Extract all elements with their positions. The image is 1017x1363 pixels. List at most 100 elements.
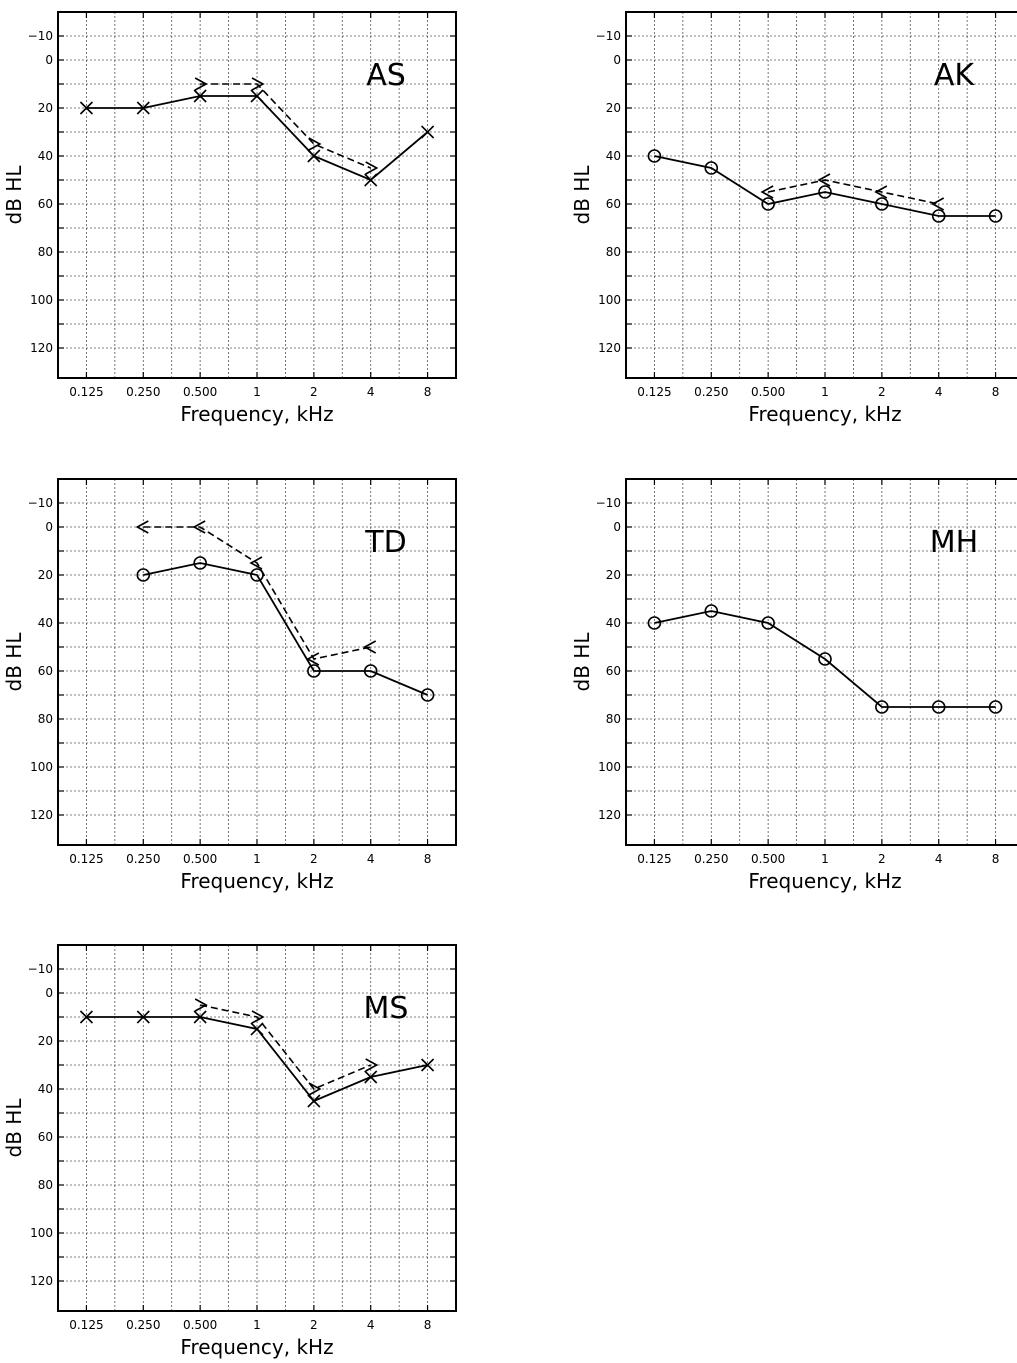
y-tick-label: 120 <box>30 341 53 355</box>
x-tick-label: 4 <box>367 385 375 399</box>
air-conduction-line <box>654 155 996 217</box>
y-axis-title: dB HL <box>2 632 26 692</box>
x-tick-label: 2 <box>878 385 886 399</box>
x-tick-label: 0.500 <box>183 385 217 399</box>
data-point-x <box>364 173 378 187</box>
x-tick-label: 2 <box>310 852 318 866</box>
data-point-right-bracket <box>194 998 208 1012</box>
x-tick-label: 0.125 <box>637 852 671 866</box>
y-tick-label: 0 <box>45 520 53 534</box>
y-tick-label: 0 <box>613 53 621 67</box>
x-tick-label: 4 <box>935 852 943 866</box>
x-tick-label: 8 <box>424 1318 432 1332</box>
chart-panel-0: −10 0 20 40 60 80 100 120 0.125 0.250 0.500 1 2 4 8 Fre… <box>2 11 457 426</box>
chart-panel-1: −10 0 20 40 60 80 100 120 0.125 0.250 0.500 1 2 4 8 Fre… <box>570 11 1017 426</box>
bone-conduction-line <box>199 1004 372 1090</box>
x-tick-label: 1 <box>253 385 261 399</box>
data-point-right-bracket <box>194 77 208 91</box>
data-point-right-bracket <box>308 137 322 151</box>
y-tick-label: 80 <box>38 1178 53 1192</box>
data-point-x <box>136 101 150 115</box>
data-point-right-bracket <box>365 1058 379 1072</box>
x-tick-label: 0.125 <box>69 385 103 399</box>
chart-panel-4: −10 0 20 40 60 80 100 120 0.125 0.250 0.500 1 2 4 8 Fre… <box>2 944 457 1359</box>
plot-frame <box>625 478 1017 846</box>
x-tick-label: 0.500 <box>751 385 785 399</box>
data-point-circle <box>704 604 719 618</box>
data-point-x <box>421 1058 435 1072</box>
data-point-left-bracket <box>760 185 774 199</box>
data-point-right-bracket <box>308 1082 322 1096</box>
y-tick-label: 100 <box>30 760 53 774</box>
chart-panel-3: −10 0 20 40 60 80 100 120 0.125 0.250 0.500 1 2 4 8 Fre… <box>570 478 1017 893</box>
data-point-circle <box>193 556 207 570</box>
x-tick-label: 4 <box>935 385 943 399</box>
y-tick-label: 20 <box>606 568 621 582</box>
data-point-circle <box>818 652 832 666</box>
x-tick-label: 1 <box>253 852 261 866</box>
y-tick-label: 60 <box>38 1130 53 1144</box>
data-point-x <box>364 1070 378 1084</box>
x-axis-title: Frequency, kHz <box>180 402 333 426</box>
data-point-circle <box>931 209 946 223</box>
plot-frame <box>57 478 457 846</box>
y-tick-label: 60 <box>38 664 53 678</box>
data-point-circle <box>363 664 378 678</box>
x-tick-label: 2 <box>310 385 318 399</box>
x-axis-title: Frequency, kHz <box>748 869 901 893</box>
y-tick-label: −10 <box>28 962 53 976</box>
x-tick-label: 0.250 <box>126 1318 160 1332</box>
x-tick-label: 2 <box>878 852 886 866</box>
x-tick-label: 1 <box>821 385 829 399</box>
data-point-x <box>421 125 435 139</box>
y-axis-title: dB HL <box>570 165 594 225</box>
x-axis-title: Frequency, kHz <box>180 869 333 893</box>
panel-label: AK <box>934 58 976 93</box>
x-tick-label: 0.250 <box>126 852 160 866</box>
x-axis-title: Frequency, kHz <box>748 402 901 426</box>
data-point-circle <box>818 185 832 199</box>
y-tick-label: 40 <box>606 616 621 630</box>
plot-frame <box>57 944 457 1312</box>
data-point-x <box>136 1010 150 1024</box>
data-point-circle <box>761 616 775 630</box>
y-tick-label: 40 <box>38 1082 53 1096</box>
y-tick-label: 20 <box>38 1034 53 1048</box>
data-point-left-bracket <box>192 520 206 534</box>
plot-frame <box>57 11 457 379</box>
y-tick-label: 120 <box>598 341 621 355</box>
y-tick-label: 40 <box>38 616 53 630</box>
y-tick-label: 80 <box>606 245 621 259</box>
data-point-x <box>79 101 93 115</box>
x-tick-label: 0.125 <box>69 1318 103 1332</box>
y-tick-label: 40 <box>38 149 53 163</box>
x-tick-label: 0.500 <box>751 852 785 866</box>
x-tick-label: 4 <box>367 1318 375 1332</box>
bone-conduction-line <box>767 179 939 205</box>
x-tick-label: 0.250 <box>694 852 728 866</box>
air-conduction-line <box>143 562 428 696</box>
data-point-circle <box>250 568 264 582</box>
panel-label: TD <box>364 525 406 560</box>
y-tick-label: 100 <box>598 293 621 307</box>
data-point-x <box>307 149 321 163</box>
data-point-circle <box>988 209 1003 223</box>
air-conduction-line <box>654 610 996 708</box>
data-point-circle <box>647 149 662 163</box>
y-tick-label: 20 <box>38 568 53 582</box>
x-tick-label: 0.125 <box>637 385 671 399</box>
x-tick-label: 1 <box>253 1318 261 1332</box>
bone-conduction-line <box>143 526 371 660</box>
y-tick-label: 60 <box>606 197 621 211</box>
x-tick-label: 4 <box>367 852 375 866</box>
y-axis-title: dB HL <box>570 632 594 692</box>
x-tick-label: 2 <box>310 1318 318 1332</box>
x-tick-label: 0.250 <box>694 385 728 399</box>
x-axis-title: Frequency, kHz <box>180 1335 333 1359</box>
y-tick-label: 120 <box>30 1274 53 1288</box>
y-tick-label: −10 <box>596 496 621 510</box>
data-point-left-bracket <box>817 173 831 187</box>
x-tick-label: 0.250 <box>126 385 160 399</box>
panel-label: MS <box>364 991 409 1026</box>
